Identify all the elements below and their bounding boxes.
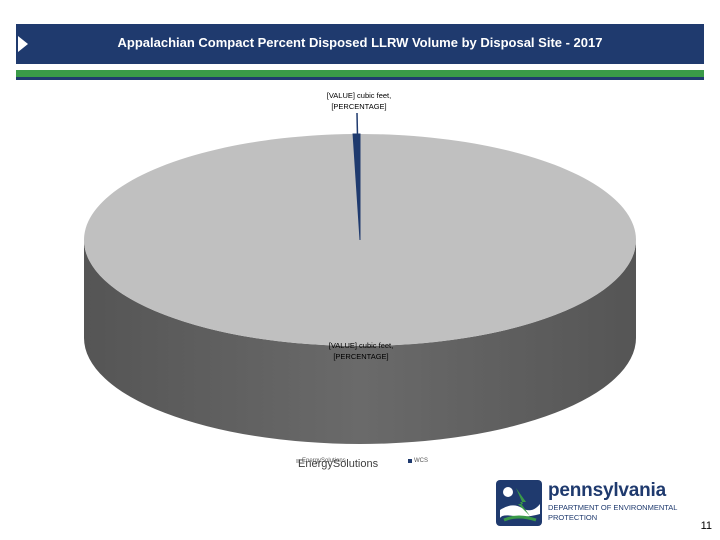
arrow-icon xyxy=(18,36,28,52)
data-label-wcs-line2: [PERCENTAGE] xyxy=(331,102,387,111)
pa-dep-logo: pennsylvania DEPARTMENT OF ENVIRONMENTAL… xyxy=(496,478,706,532)
title-bar: Appalachian Compact Percent Disposed LLR… xyxy=(16,24,704,64)
keystone-logo-icon xyxy=(496,480,542,526)
chart-legend: EnergySolutions EnergySolutions WCS xyxy=(296,458,446,474)
legend-label-energysolutions-large: EnergySolutions xyxy=(298,458,379,470)
legend-label-energysolutions: EnergySolutions xyxy=(302,458,346,464)
logo-name: pennsylvania xyxy=(548,480,666,501)
logo-department: DEPARTMENT OF ENVIRONMENTAL PROTECTION xyxy=(548,503,677,523)
slide-title: Appalachian Compact Percent Disposed LLR… xyxy=(117,35,603,50)
data-label-energysolutions-line1: [VALUE] cubic feet, xyxy=(328,341,394,350)
logo-dept-line1: DEPARTMENT OF ENVIRONMENTAL xyxy=(548,503,678,512)
pie-side-wall xyxy=(84,240,636,444)
logo-dept-line2: PROTECTION xyxy=(548,513,598,522)
leader-line-wcs xyxy=(356,112,359,161)
legend-item-wcs: WCS xyxy=(408,458,428,464)
blue-divider xyxy=(16,77,704,80)
green-divider xyxy=(16,70,704,77)
data-label-energysolutions-line2: [PERCENTAGE] xyxy=(333,352,389,361)
legend-label-wcs: WCS xyxy=(414,458,428,464)
legend-overlay-energysolutions: EnergySolutions xyxy=(298,458,378,470)
data-label-wcs-line1: [VALUE] cubic feet, xyxy=(326,91,392,100)
legend-swatch-wcs xyxy=(408,459,412,463)
data-label-wcs: [VALUE] cubic feet, [PERCENTAGE] xyxy=(304,90,414,112)
data-label-energysolutions: [VALUE] cubic feet, [PERCENTAGE] xyxy=(306,340,416,362)
page-number: 11 xyxy=(700,520,712,532)
legend-swatch-energysolutions xyxy=(296,459,300,463)
legend-item-energysolutions: EnergySolutions xyxy=(296,458,346,464)
pie-slice-wcs xyxy=(352,133,361,241)
